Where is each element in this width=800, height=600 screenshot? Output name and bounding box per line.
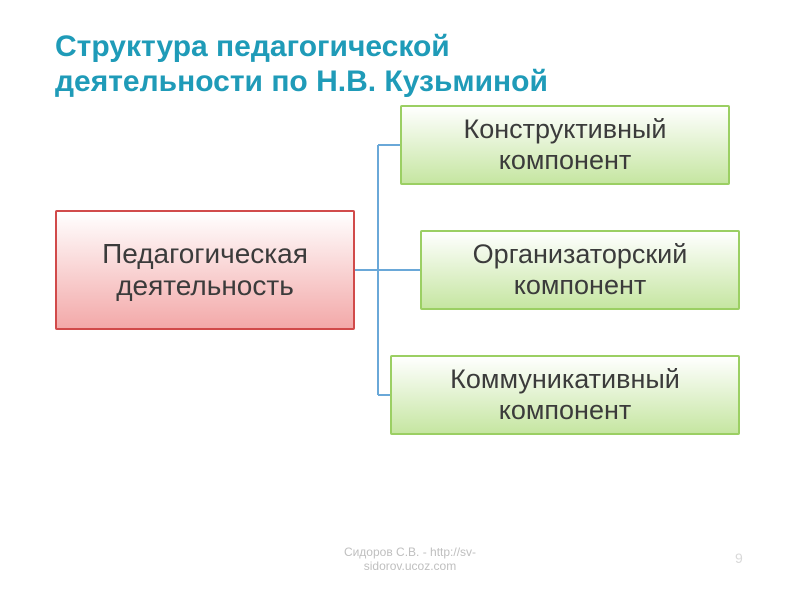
root-node: Педагогическая деятельность <box>55 210 355 330</box>
child-node-0: Конструктивный компонент <box>400 105 730 185</box>
child-node-2: Коммуникативный компонент <box>390 355 740 435</box>
slide-canvas: Структура педагогической деятельности по… <box>0 0 800 600</box>
child-node-1: Организаторский компонент <box>420 230 740 310</box>
slide-title: Структура педагогической деятельности по… <box>55 30 595 99</box>
page-number: 9 <box>735 550 743 566</box>
footer-credit: Сидоров С.В. - http://sv-sidorov.ucoz.co… <box>300 545 520 573</box>
